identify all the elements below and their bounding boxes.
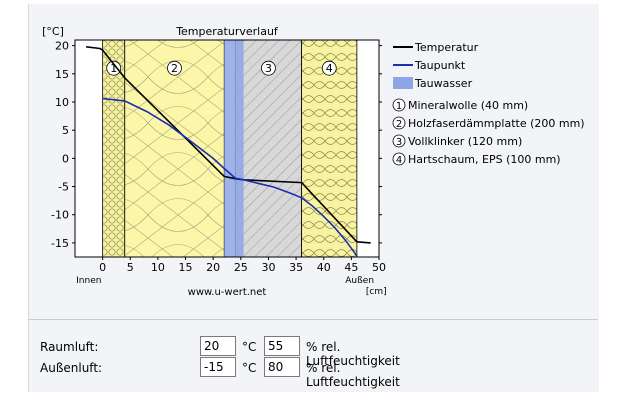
series-line-taupunkt (102, 97, 358, 257)
x-tick-label: 5 (127, 261, 134, 274)
y-tick-label: -5 (58, 181, 69, 194)
aussenluft-label: Außenluft: (40, 361, 103, 375)
x-tick-label: 50 (372, 261, 386, 274)
legend-layer-4: Hartschaum, EPS (100 mm) (408, 153, 561, 166)
plot-frame (74, 39, 380, 258)
layer-number-circle-2 (167, 60, 182, 76)
aussenluft-temp-unit: °C (242, 361, 257, 375)
y-tick-label: -15 (51, 237, 69, 250)
y-tick-label: 15 (55, 68, 69, 81)
x-unit-label: [cm] (366, 287, 387, 297)
legend-circle-2 (392, 116, 406, 130)
chart-title: Temperaturverlauf (175, 25, 279, 38)
legend-number-1: 1 (396, 101, 402, 112)
x-tick-label: 40 (317, 261, 331, 274)
aussenluft-rh-input[interactable] (264, 357, 300, 377)
separator (28, 319, 598, 320)
legend-number-4: 4 (396, 155, 402, 166)
legend-label-tauwasser: Tauwasser (414, 77, 473, 90)
condensation-zone (224, 40, 244, 257)
raumluft-rh-unit: % rel. Luftfeuchtigkeit (306, 340, 400, 368)
layer-number-1: 1 (110, 62, 117, 75)
legend-layer-3: Vollklinker (120 mm) (408, 135, 522, 148)
x-tick-label: 15 (179, 261, 193, 274)
y-tick-label: 0 (62, 152, 69, 165)
layer-number-3: 3 (265, 62, 272, 75)
legend-number-3: 3 (396, 137, 402, 148)
layer-number-circle-3 (261, 60, 276, 76)
y-axis-label: [°C] (42, 25, 64, 38)
legend-swatch-tauwasser (393, 77, 413, 89)
layer-number-4: 4 (326, 62, 333, 75)
legend-label-taupunkt: Taupunkt (414, 59, 466, 72)
layer-number-circle-4 (321, 60, 337, 76)
label-aussen: Außen (345, 276, 374, 286)
legend-layer-2: Holzfaserdämmplatte (200 mm) (408, 117, 585, 130)
x-tick-label: 10 (151, 261, 165, 274)
legend-circle-4 (392, 152, 406, 166)
aussenluft-temp-input[interactable] (200, 357, 236, 377)
y-tick-label: 5 (62, 124, 69, 137)
raumluft-temp-input[interactable] (200, 336, 236, 356)
y-tick-label: 20 (55, 40, 69, 53)
x-tick-label: 25 (234, 261, 248, 274)
x-tick-label: 20 (206, 261, 220, 274)
legend-circle-1 (392, 98, 406, 112)
layer-number-2: 2 (171, 62, 178, 75)
legend-label-temperatur: Temperatur (414, 41, 479, 54)
label-innen: Innen (76, 276, 101, 286)
legend-layer-1: Mineralwolle (40 mm) (408, 99, 528, 112)
legend-number-2: 2 (396, 119, 402, 130)
legend-circle-3 (392, 134, 406, 148)
raumluft-temp-unit: °C (242, 340, 257, 354)
watermark-text: www.u-wert.net (188, 287, 267, 298)
aussenluft-rh-unit: % rel. Luftfeuchtigkeit (306, 361, 400, 389)
series-line-temperatur (86, 46, 371, 244)
x-tick-label: 30 (261, 261, 275, 274)
x-tick-label: 45 (344, 261, 358, 274)
y-tick-label: 10 (55, 96, 69, 109)
layer-number-circle-1 (106, 60, 122, 76)
raumluft-rh-input[interactable] (264, 336, 300, 356)
y-tick-label: -10 (51, 209, 69, 222)
x-tick-label: 35 (289, 261, 303, 274)
x-tick-label: 0 (99, 261, 106, 274)
layer-2 (124, 39, 225, 258)
raumluft-label: Raumluft: (40, 340, 99, 354)
